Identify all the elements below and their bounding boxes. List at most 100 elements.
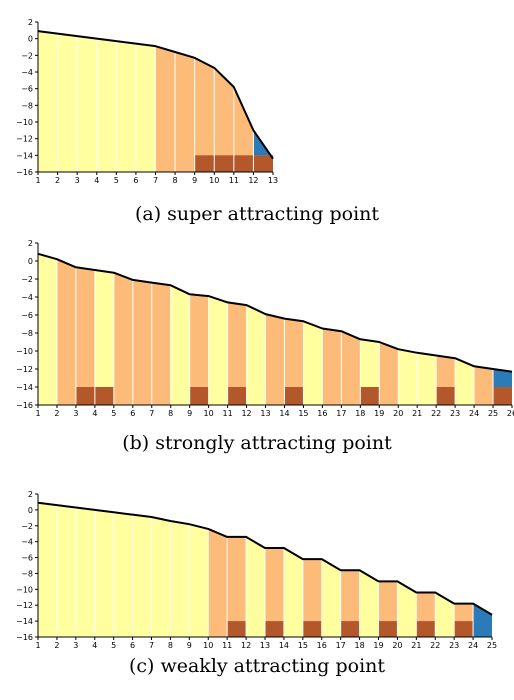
bar-segment <box>214 67 234 172</box>
y-tick-label: −16 <box>16 401 33 410</box>
bar-segment <box>302 559 322 637</box>
y-tick-label: −4 <box>21 538 33 547</box>
x-tick-label: 6 <box>130 409 135 418</box>
x-tick-label: 23 <box>449 641 459 650</box>
x-tick-label: 6 <box>130 641 135 650</box>
x-tick-label: 7 <box>149 409 154 418</box>
chart-b: 20−2−4−6−8−10−12−14−161 2 3 4 5 6 7 8 9 10 11 12 13 1… <box>16 239 514 418</box>
chart-c-caption: (c) weakly attracting point <box>128 655 386 677</box>
y-tick-label: −8 <box>21 569 33 578</box>
x-tick-label: 2 <box>55 176 60 185</box>
chart-panel-b: 2 0 −2 −4 −6 −8 −10 −12 −14 −16 1 2 3 4 5 6 7 8 9 10 11 12 13 1… <box>0 235 514 470</box>
x-tick-label: 4 <box>92 641 97 650</box>
bar-segment <box>474 366 494 405</box>
bar-segment <box>113 512 133 637</box>
bar-segment <box>321 559 341 637</box>
x-tick-label: 1 <box>35 641 40 650</box>
bar-segment <box>189 294 209 405</box>
bar-segment <box>38 31 58 172</box>
bar-segment <box>208 296 228 405</box>
bar-segment <box>397 581 417 637</box>
x-tick-label: 10 <box>209 176 219 185</box>
x-tick-label: 18 <box>355 409 365 418</box>
x-tick-label: 6 <box>133 176 138 185</box>
bar-segment <box>94 509 114 637</box>
x-tick-label: 5 <box>111 409 116 418</box>
y-tick-label: −2 <box>21 522 33 531</box>
x-tick-label: 1 <box>35 176 40 185</box>
bar-segment <box>155 46 176 172</box>
x-tick-label: 11 <box>222 641 232 650</box>
x-tick-label: 25 <box>488 409 498 418</box>
bar-segment <box>38 502 57 637</box>
brown-block <box>416 621 436 637</box>
x-tick-label: 3 <box>73 409 78 418</box>
bar-segment <box>170 285 190 405</box>
x-tick-label: 12 <box>248 176 258 185</box>
x-tick-label: 21 <box>411 641 421 650</box>
y-tick-label: −14 <box>16 383 33 392</box>
y-tick-label: 0 <box>28 506 33 515</box>
bar-segment <box>455 358 475 405</box>
x-tick-label: 2 <box>54 409 59 418</box>
bar-segment <box>246 536 265 637</box>
bar-blue-segment <box>473 603 492 637</box>
x-tick-label: 10 <box>203 641 213 650</box>
y-tick-label: 2 <box>28 18 33 27</box>
x-tick-label: 1 <box>35 409 40 418</box>
brown-block <box>75 387 95 405</box>
x-tick-label: 5 <box>111 641 116 650</box>
x-tick-label: 4 <box>92 409 97 418</box>
bar-segment <box>94 270 114 405</box>
bar-segment <box>417 352 437 405</box>
bar-segment <box>151 517 171 637</box>
brown-block <box>227 387 247 405</box>
brown-block <box>265 621 284 637</box>
x-tick-label: 20 <box>393 409 403 418</box>
x-tick-label: 9 <box>187 409 192 418</box>
y-tick-label: 2 <box>28 490 33 499</box>
brown-block <box>189 387 209 405</box>
x-tick-label: 21 <box>412 409 422 418</box>
x-tick-label: 24 <box>468 641 478 650</box>
brown-block <box>233 155 254 172</box>
bar-segment <box>56 259 76 405</box>
curve-line <box>37 252 513 373</box>
x-tick-label: 16 <box>317 409 327 418</box>
y-tick-label: −12 <box>16 601 33 610</box>
x-tick-label: 15 <box>298 409 308 418</box>
bar-segment <box>170 521 190 637</box>
brown-block <box>454 621 474 637</box>
bar-segment <box>265 548 284 637</box>
x-tick-label: 19 <box>374 409 384 418</box>
x-tick-label: 18 <box>354 641 364 650</box>
bar-segment <box>151 282 171 405</box>
x-tick-label: 7 <box>153 176 158 185</box>
bar-segment <box>398 349 418 405</box>
y-tick-label: −14 <box>16 151 33 160</box>
bar-segment <box>322 328 342 405</box>
bar-segment <box>132 514 152 637</box>
bar-segment <box>341 331 361 405</box>
y-tick-label: −6 <box>21 554 33 563</box>
y-tick-label: 0 <box>28 257 33 266</box>
bar-segment <box>208 528 228 637</box>
x-tick-label: 11 <box>223 409 233 418</box>
bar-segment <box>135 43 156 172</box>
chart-panel-c: 2 0 −2 −4 −6 −8 −10 −12 −14 −16 1 2 3 4 5 6 7 8 9 10 11 12 13 1… <box>0 465 514 700</box>
bar-segment <box>246 305 266 405</box>
bar-segment <box>75 507 95 637</box>
bar-segment <box>56 505 76 637</box>
x-tick-label: 3 <box>75 176 80 185</box>
bar-segment <box>116 41 136 172</box>
brown-block <box>493 387 512 405</box>
brown-block <box>227 621 247 637</box>
x-tick-label: 26 <box>507 409 514 418</box>
x-tick-label: 13 <box>260 641 270 650</box>
chart-b-caption: (b) strongly attracting point <box>122 432 392 454</box>
bar-segment <box>283 548 303 637</box>
brown-block <box>436 387 456 405</box>
x-tick-label: 5 <box>114 176 119 185</box>
bar-segment <box>227 302 247 405</box>
x-tick-label: 14 <box>279 409 289 418</box>
